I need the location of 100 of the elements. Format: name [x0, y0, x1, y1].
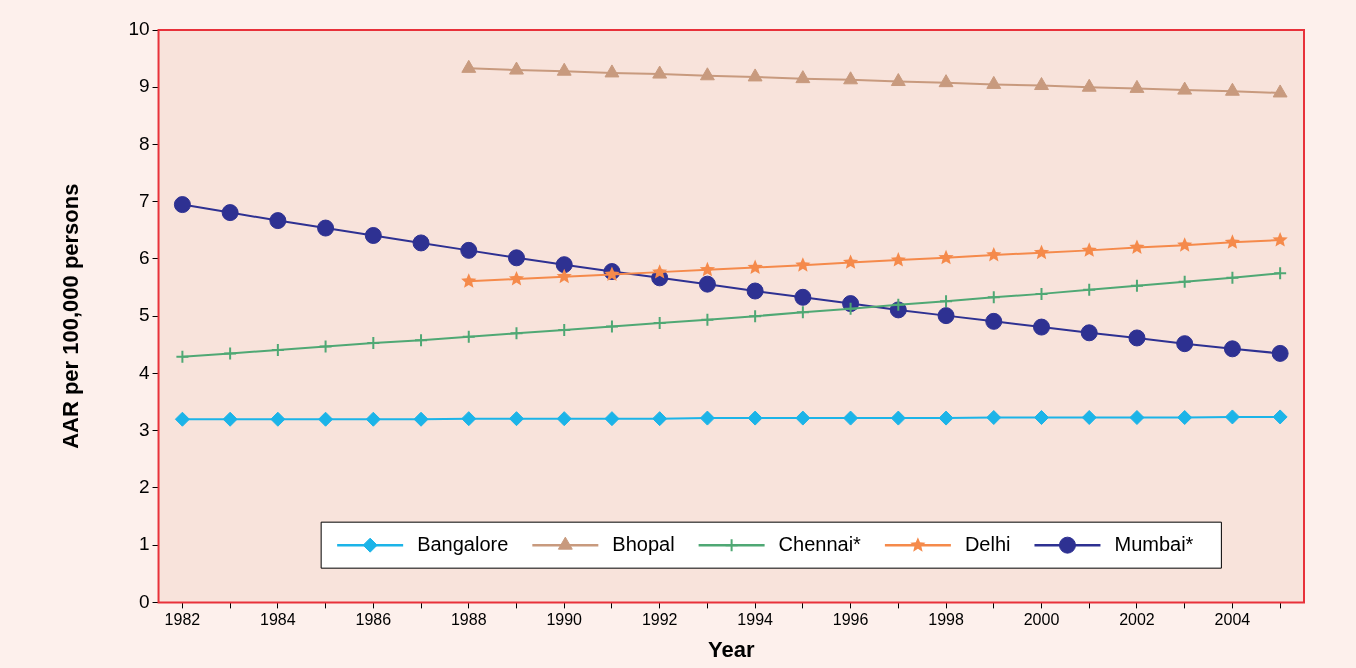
- point: [1129, 410, 1145, 426]
- point: [507, 249, 525, 267]
- point: [748, 309, 763, 324]
- y-tick-label: 6: [138, 247, 150, 269]
- point: [461, 411, 477, 427]
- x-tick-label: 1998: [928, 611, 964, 629]
- point: [604, 64, 620, 78]
- point: [890, 410, 906, 426]
- point: [698, 275, 716, 293]
- point: [985, 312, 1003, 330]
- point: [700, 312, 715, 327]
- point: [556, 268, 572, 284]
- point: [699, 410, 715, 426]
- point: [986, 290, 1001, 305]
- y-tick-label: 0: [138, 590, 150, 612]
- point: [461, 273, 477, 288]
- y-tick-label: 3: [138, 418, 150, 440]
- point: [938, 249, 954, 265]
- x-tick-label: 1990: [546, 611, 583, 629]
- point: [1271, 344, 1289, 362]
- point: [412, 234, 430, 252]
- point: [1225, 270, 1240, 285]
- point: [652, 316, 667, 331]
- point: [366, 336, 381, 351]
- point: [556, 411, 572, 427]
- point: [746, 282, 764, 300]
- point: [1177, 237, 1193, 252]
- point: [1081, 410, 1097, 426]
- point: [1128, 329, 1146, 347]
- point: [270, 411, 286, 427]
- point: [747, 410, 763, 426]
- point: [1177, 410, 1193, 426]
- point: [937, 307, 955, 325]
- legend-label: Bangalore: [417, 532, 509, 555]
- point: [890, 73, 906, 87]
- point: [604, 411, 620, 427]
- point: [508, 411, 524, 427]
- x-tick-label: 1994: [737, 611, 774, 629]
- x-tick-label: 1988: [450, 611, 487, 629]
- point: [460, 241, 478, 259]
- point: [1081, 78, 1097, 92]
- point: [461, 59, 477, 73]
- point: [842, 254, 859, 269]
- point: [890, 252, 906, 267]
- y-tick-label: 8: [138, 132, 150, 154]
- x-tick-label: 1996: [832, 611, 869, 629]
- x-axis-title: Year: [708, 636, 755, 662]
- legend-label: Delhi: [964, 532, 1011, 555]
- y-axis-title: AAR per 100,000 persons: [58, 183, 84, 449]
- legend-label: Bhopal: [612, 532, 675, 555]
- x-tick-label: 1984: [260, 611, 296, 629]
- point: [1224, 234, 1241, 249]
- point: [795, 70, 811, 84]
- point: [1034, 410, 1049, 426]
- point: [1034, 286, 1049, 301]
- point: [508, 270, 525, 286]
- point: [652, 264, 668, 279]
- point: [986, 410, 1002, 426]
- point: [174, 411, 190, 427]
- point: [173, 196, 191, 214]
- point: [1272, 84, 1288, 98]
- point: [1272, 232, 1288, 247]
- point: [938, 410, 954, 426]
- y-tick-label: 9: [138, 75, 150, 97]
- point: [1129, 278, 1144, 293]
- point: [1224, 82, 1240, 96]
- point: [555, 256, 573, 274]
- point: [1033, 244, 1050, 260]
- point: [1033, 318, 1050, 336]
- point: [364, 226, 382, 244]
- point: [509, 61, 524, 75]
- y-tick-label: 5: [138, 304, 150, 326]
- x-tick-label: 1986: [355, 611, 392, 629]
- point: [1176, 335, 1194, 353]
- y-tick-label: 7: [138, 189, 150, 211]
- point: [269, 212, 287, 230]
- point: [365, 411, 381, 427]
- point: [318, 411, 334, 427]
- point: [699, 67, 715, 81]
- point: [461, 329, 476, 344]
- point: [556, 62, 572, 76]
- point: [699, 261, 716, 277]
- point: [1224, 409, 1240, 425]
- point: [1082, 282, 1097, 297]
- point: [891, 297, 906, 312]
- point: [843, 71, 859, 85]
- point: [1129, 239, 1145, 254]
- point: [413, 411, 429, 427]
- point: [986, 75, 1002, 89]
- legend-label: Chennai*: [778, 532, 862, 555]
- point: [1177, 274, 1192, 289]
- point: [1081, 242, 1097, 257]
- y-tick-label: 2: [138, 476, 150, 498]
- point: [414, 333, 429, 348]
- point: [509, 326, 524, 341]
- point: [317, 219, 335, 237]
- x-tick-label: 1992: [641, 611, 678, 629]
- point: [939, 294, 954, 309]
- point: [986, 246, 1002, 262]
- point: [795, 257, 811, 272]
